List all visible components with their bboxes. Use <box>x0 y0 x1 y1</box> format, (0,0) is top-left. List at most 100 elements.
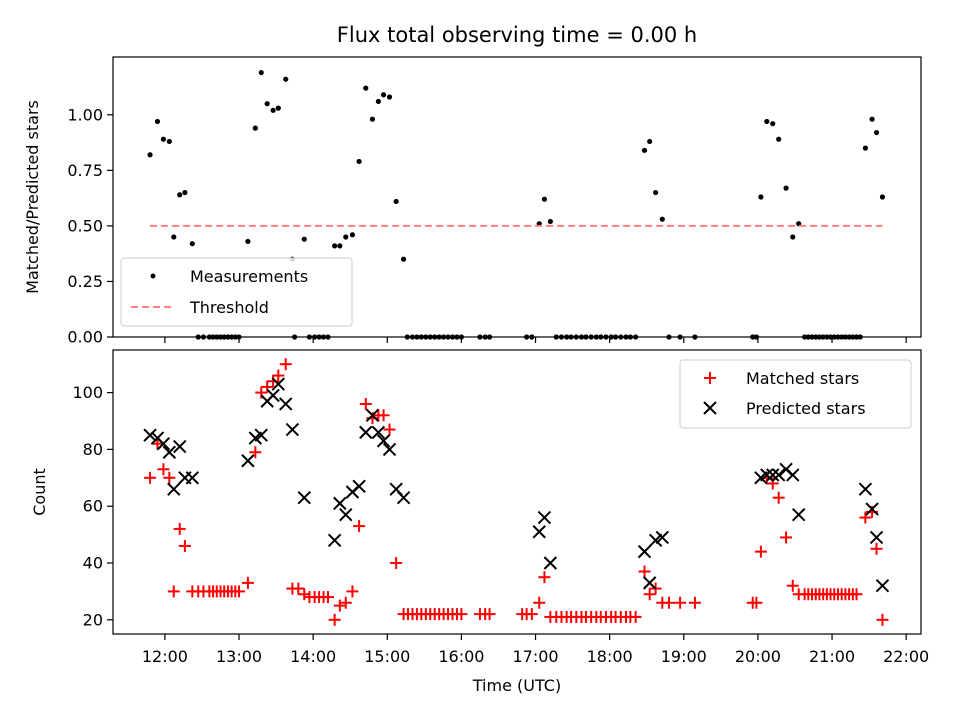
top-legend: Measurements Threshold <box>120 257 353 327</box>
predicted-star-stroke-b <box>365 408 380 423</box>
measurement-point <box>301 236 307 242</box>
predicted-star-point <box>786 468 800 482</box>
measurement-point <box>369 116 376 122</box>
x-tick-label: 17:00 <box>512 647 558 666</box>
predicted-star-point <box>241 454 255 468</box>
legend-measurements-marker <box>150 273 156 279</box>
predicted-star-point <box>537 510 552 525</box>
matched-star-point <box>377 409 390 422</box>
matched-star-point <box>638 565 651 578</box>
predicted-star-stroke-b <box>637 544 652 559</box>
predicted-star-stroke-b <box>143 428 157 442</box>
top-y-ticks: 0.00 0.25 0.50 0.75 1.00 <box>67 105 113 347</box>
predicted-star-point <box>271 377 286 391</box>
predicted-star-stroke-b <box>285 422 300 437</box>
matched-star-point <box>151 437 164 450</box>
matched-star-point <box>688 596 701 609</box>
matched-star-point <box>292 582 305 595</box>
y-tick-label: 0.25 <box>67 272 103 291</box>
measurement-point <box>879 194 886 200</box>
measurement-point <box>862 145 869 151</box>
matched-star-point <box>241 576 254 589</box>
measurement-point <box>790 234 796 240</box>
measurement-point <box>393 198 399 205</box>
matched-star-point <box>390 557 403 569</box>
predicted-star-point <box>339 508 353 522</box>
predicted-star-stroke-b <box>167 482 181 496</box>
top-legend-box <box>120 257 353 327</box>
predicted-star-stroke-b <box>760 468 774 482</box>
predicted-star-stroke-b <box>858 482 873 496</box>
predicted-star-stroke-b <box>162 445 177 459</box>
x-tick-label: 14:00 <box>290 647 336 666</box>
measurement-point <box>776 136 782 142</box>
x-tick-label: 20:00 <box>735 647 781 666</box>
predicted-star-stroke-b <box>371 425 386 440</box>
predicted-star-stroke-b <box>327 533 342 547</box>
matched-star-point <box>772 491 785 504</box>
matched-star-point <box>754 545 767 558</box>
predicted-star-point <box>869 530 884 545</box>
matched-star-point <box>328 613 341 626</box>
matched-star-point <box>333 599 346 612</box>
predicted-star-stroke-b <box>766 468 780 482</box>
predicted-star-stroke-b <box>771 468 786 482</box>
y-tick-label: 0.00 <box>67 328 103 347</box>
matched-star-point <box>339 596 352 609</box>
top-panel: 0.00 0.25 0.50 0.75 1.00 Matched/Predicted s… <box>23 56 922 347</box>
matched-star-point <box>178 539 191 552</box>
matched-star-point <box>533 596 546 609</box>
predicted-star-point <box>648 533 663 547</box>
y-tick-label: 1.00 <box>67 105 103 124</box>
matched-star-point <box>157 463 170 476</box>
predicted-star-point <box>162 445 177 459</box>
measurement-point <box>375 98 381 105</box>
predicted-star-point <box>365 408 380 423</box>
matched-star-point <box>167 585 180 598</box>
predicted-star-stroke-b <box>791 508 806 522</box>
matched-star-point <box>272 369 285 382</box>
matched-star-point <box>353 520 366 533</box>
predicted-star-point <box>875 579 890 593</box>
predicted-star-point <box>642 576 657 590</box>
predicted-star-point <box>791 508 806 522</box>
predicted-star-stroke-b <box>254 428 268 442</box>
legend-matched-label: Matched stars <box>746 369 859 388</box>
matched-star-point <box>163 471 176 484</box>
measurement-point <box>264 101 270 107</box>
matched-star-point <box>383 423 396 436</box>
predicted-star-point <box>279 397 293 411</box>
matched-star-point <box>750 596 763 609</box>
measurement-point <box>758 194 764 200</box>
bottom-y-axis-label: Count <box>30 468 49 516</box>
measurement-point <box>252 125 258 131</box>
measurement-point <box>349 232 356 238</box>
predicted-star-stroke-b <box>376 434 391 448</box>
matched-star-point <box>876 613 889 626</box>
matched-star-point <box>346 585 359 598</box>
predicted-star-stroke-b <box>352 479 366 494</box>
bottom-plot-marks <box>143 358 890 626</box>
measurement-point <box>764 118 770 125</box>
predicted-star-stroke-b <box>865 502 879 516</box>
y-tick-label: 60 <box>83 497 103 516</box>
matched-star-point <box>321 591 334 604</box>
measurement-point <box>647 138 653 145</box>
predicted-star-stroke-b <box>786 468 800 482</box>
predicted-star-point <box>156 437 171 451</box>
predicted-star-stroke-b <box>333 496 347 511</box>
matched-star-point <box>870 542 883 555</box>
predicted-star-stroke-b <box>648 533 663 547</box>
matched-star-point <box>233 585 246 598</box>
x-tick-label: 15:00 <box>364 647 410 666</box>
measurement-point <box>166 138 172 145</box>
matched-star-point <box>643 588 656 601</box>
predicted-star-point <box>766 468 780 482</box>
predicted-star-stroke-b <box>156 437 171 451</box>
measurement-point <box>245 238 251 245</box>
predicted-star-stroke-b <box>396 490 411 505</box>
predicted-star-stroke-b <box>173 439 187 454</box>
x-tick-label: 19:00 <box>661 647 707 666</box>
matched-star-point <box>267 375 280 388</box>
